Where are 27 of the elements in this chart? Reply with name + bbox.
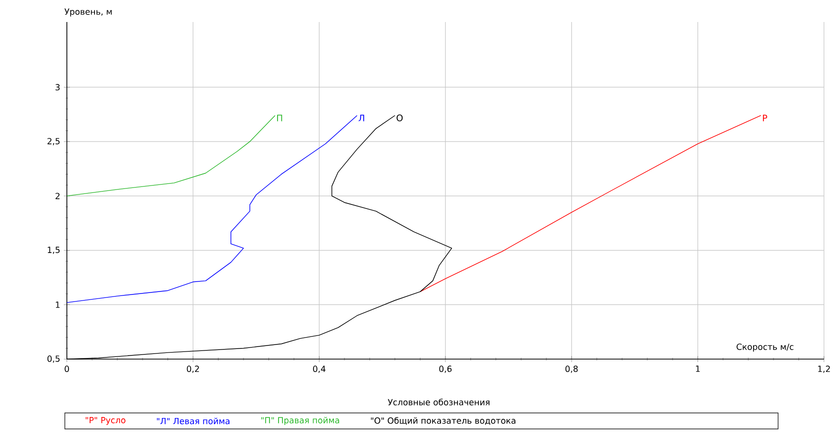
y-tick-label: 1 [56, 302, 60, 308]
annotation: О [396, 114, 403, 122]
text: "П" Правая пойма [261, 416, 340, 426]
x-tick-label: 0,8 [565, 366, 578, 373]
annotation: Р [762, 114, 768, 122]
text: "Л" Левая пойма [156, 418, 230, 424]
x-tick-label: 0,2 [186, 366, 199, 373]
line-series [66, 115, 276, 196]
y-tick-label: 2,5 [48, 138, 60, 146]
text: "О" Общий показатель водотока [370, 417, 516, 425]
y-tick-label: 1,5 [48, 246, 60, 254]
text: "Р" Русло [86, 417, 126, 425]
legend-title: Условные обозначения [388, 398, 490, 406]
x-tick-label: 0,4 [313, 366, 326, 373]
line-series [420, 115, 762, 292]
annotation: П [277, 114, 282, 122]
x-tick-label: 1,2 [818, 366, 830, 373]
y-tick-label: 3 [56, 84, 60, 90]
annotation: Л [358, 114, 364, 122]
x-tick-label: 0 [64, 366, 69, 372]
y-tick-label: 0,5 [47, 356, 60, 363]
line-series [66, 115, 358, 303]
x-tick-label: 1 [696, 366, 700, 372]
y-tick-label: 2 [56, 192, 60, 200]
x-tick-label: 0,6 [439, 366, 452, 373]
y-axis-title: Уровень, м [64, 8, 112, 16]
x-axis-title: Скорость м/с [736, 344, 794, 352]
